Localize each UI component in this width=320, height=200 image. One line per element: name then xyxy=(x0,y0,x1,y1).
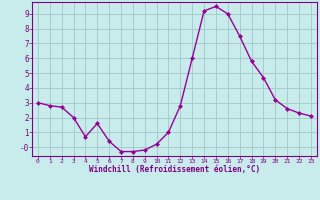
X-axis label: Windchill (Refroidissement éolien,°C): Windchill (Refroidissement éolien,°C) xyxy=(89,165,260,174)
